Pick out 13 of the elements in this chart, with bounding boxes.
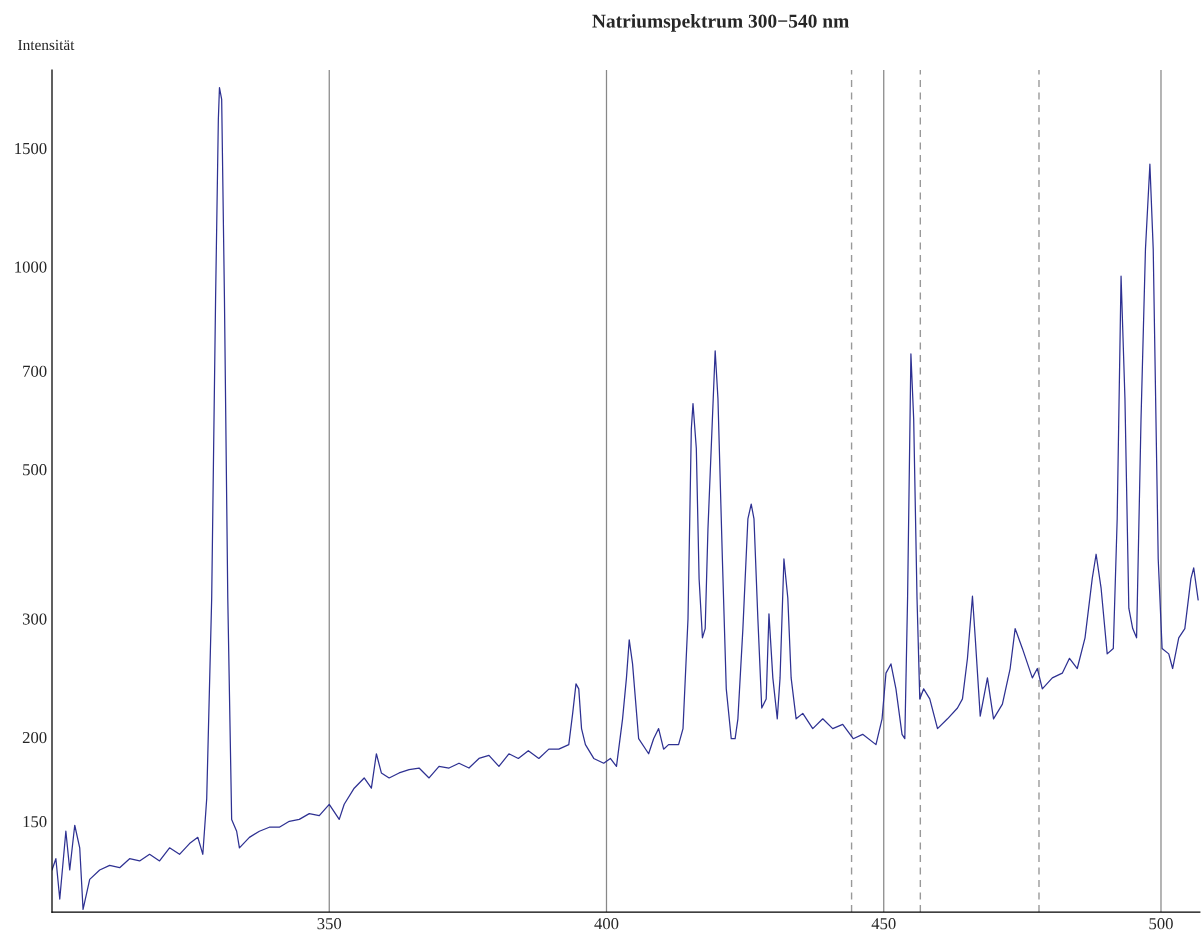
x-tick-label: 400 [594, 918, 619, 930]
x-tick-label: 500 [1149, 918, 1173, 930]
y-tick-label: 200 [22, 731, 47, 744]
y-tick-label: 700 [23, 365, 47, 377]
chart-title: Natriumspektrum 300−540 nm [592, 14, 849, 32]
y-tick-label: 1000 [15, 261, 47, 273]
x-tick-label: 450 [871, 918, 896, 930]
x-tick-label: 350 [317, 918, 342, 930]
y-axis-title: Intensität [18, 39, 75, 51]
y-tick-label: 150 [23, 816, 47, 828]
y-tick-label: 300 [22, 613, 47, 625]
y-tick-label: 500 [23, 464, 47, 476]
y-tick-label: 1500 [15, 142, 47, 155]
